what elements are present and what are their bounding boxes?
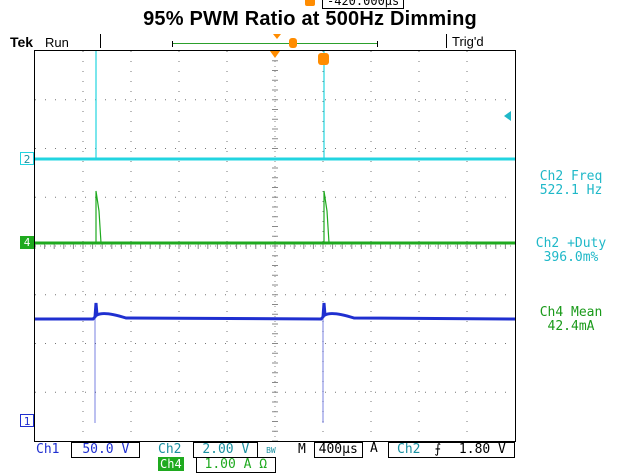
- ch4-pulse: [95, 190, 102, 244]
- status-divider: [100, 34, 101, 48]
- trigger-level: 1.80 V: [458, 442, 506, 457]
- waveform-display[interactable]: [34, 50, 516, 442]
- ch2-scale: 2.00 V: [193, 442, 259, 458]
- ch4-scale-readout[interactable]: Ch4 1.00 A Ω: [158, 457, 277, 473]
- measurement-value: 522.1 Hz: [539, 183, 603, 198]
- ch1-scale-readout[interactable]: Ch1 50.0 V: [36, 442, 141, 458]
- trigger-source-box: Ch2 ⨍ 1.80 V: [388, 442, 515, 458]
- measurement-value: 396.0m%: [543, 250, 599, 265]
- ch4-pulse: [323, 190, 330, 244]
- measurement-label: Ch2 +Duty: [535, 236, 607, 251]
- ch4-ground-marker[interactable]: 4: [20, 236, 34, 249]
- record-bar-line: [173, 43, 377, 44]
- timebase-readout[interactable]: M 400µs: [298, 442, 363, 458]
- trigger-t-icon: [318, 53, 329, 65]
- ch2-label: Ch2: [158, 442, 182, 457]
- trigger-position-icon: [305, 0, 315, 6]
- measurement-label: Ch4 Mean: [539, 305, 603, 320]
- brand-logo: Tek: [10, 34, 34, 50]
- ch2-scale-readout[interactable]: Ch2 2.00 V BW: [158, 442, 276, 458]
- measurement-value: 42.4mA: [547, 319, 595, 334]
- ch4-scale: 1.00 A Ω: [195, 457, 277, 473]
- trigger-point-icon: [273, 34, 281, 39]
- measurement-ch2-freq: Ch2 Freq 522.1 Hz: [522, 170, 620, 198]
- trigger-marker-icon: [270, 51, 280, 58]
- trigger-position-readout: -420.000µs: [322, 0, 405, 9]
- ch4-label: Ch4: [158, 457, 184, 471]
- trigger-readout[interactable]: Ch2 ⨍ 1.80 V: [388, 442, 515, 458]
- record-position-bar[interactable]: [172, 34, 378, 48]
- timebase-value: 400µs: [313, 442, 363, 458]
- timebase-prefix: M: [298, 442, 306, 457]
- waveform-graticule: [35, 51, 515, 441]
- measurement-ch4-mean: Ch4 Mean 42.4mA: [522, 306, 620, 334]
- trigger-slope-icon: ⨍: [434, 442, 442, 457]
- run-state: Run: [45, 35, 69, 50]
- trigger-level-icon[interactable]: [504, 111, 511, 121]
- ch1-trace: [35, 302, 515, 321]
- trigger-source: Ch2: [397, 442, 421, 457]
- ch1-ground-marker[interactable]: 1: [20, 414, 34, 428]
- acquisition-mode: A: [370, 441, 378, 456]
- measurement-label: Ch2 Freq: [539, 169, 603, 184]
- waveform-traces: [35, 51, 515, 423]
- page-title: 95% PWM Ratio at 500Hz Dimming: [143, 8, 477, 30]
- ch1-label: Ch1: [36, 442, 60, 457]
- graticule-grid: [35, 51, 515, 441]
- record-window-marker[interactable]: [289, 38, 297, 48]
- ch2-bandwidth-limit: BW: [266, 446, 276, 455]
- ch2-ground-marker[interactable]: 2: [20, 152, 34, 166]
- ch1-scale: 50.0 V: [71, 442, 141, 458]
- trigger-state: Trig'd: [452, 34, 484, 49]
- measurement-ch2-duty: Ch2 +Duty 396.0m%: [522, 237, 620, 265]
- status-divider: [446, 34, 447, 48]
